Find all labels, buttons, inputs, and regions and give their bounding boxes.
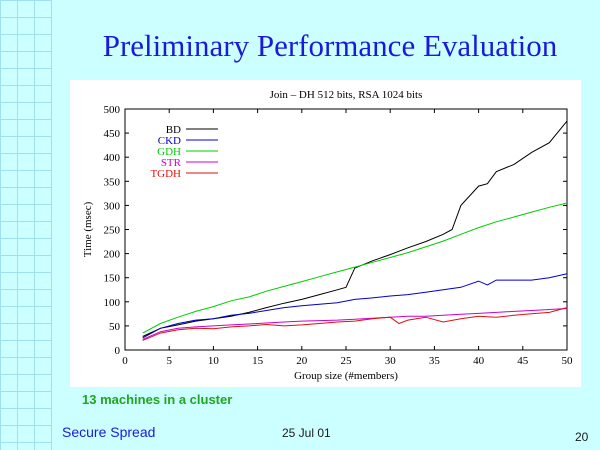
line-chart: Join – DH 512 bits, RSA 1024 bits 0 5 10 15 2… <box>82 89 574 382</box>
y-tick-label: 300 <box>104 200 121 212</box>
legend-label-ckd: CKD <box>158 135 181 147</box>
x-tick-label: 25 <box>341 355 353 367</box>
legend-label-bd: BD <box>166 124 181 136</box>
x-tick-label: 15 <box>252 355 264 367</box>
x-tick-label: 5 <box>166 355 172 367</box>
legend-label-str: STR <box>161 157 182 169</box>
y-tick-label: 350 <box>104 176 121 188</box>
decorative-grid-strip <box>0 0 52 450</box>
x-tick-label: 0 <box>122 355 128 367</box>
y-tick-label: 500 <box>104 104 121 116</box>
legend-label-gdh: GDH <box>157 146 181 158</box>
chart-caption: 13 machines in a cluster <box>82 392 233 407</box>
legend-label-tgdh: TGDH <box>150 168 181 180</box>
slide-title: Preliminary Performance Evaluation <box>102 28 558 63</box>
y-tick-label: 400 <box>104 152 121 164</box>
series-line-ckd <box>142 273 568 339</box>
y-tick-label: 200 <box>104 249 121 261</box>
series-line-gdh <box>142 202 568 334</box>
x-tick-label: 50 <box>562 355 574 367</box>
footer-date: 25 Jul 01 <box>282 426 331 440</box>
series-line-tgdh <box>142 307 568 341</box>
x-axis-label: Group size (#members) <box>294 370 398 382</box>
y-tick-label: 250 <box>104 225 121 237</box>
y-tick-label: 100 <box>104 297 121 309</box>
x-tick-label: 40 <box>473 355 485 367</box>
footer-presentation-name: Secure Spread <box>62 424 156 440</box>
x-tick-label: 45 <box>517 355 529 367</box>
plot-frame <box>124 108 568 351</box>
x-tick-label: 10 <box>208 355 220 367</box>
y-tick-label: 150 <box>104 273 121 285</box>
y-tick-label: 50 <box>109 321 121 333</box>
x-tick-label: 35 <box>429 355 441 367</box>
y-tick-label: 450 <box>104 128 121 140</box>
y-axis-label: Time (msec) <box>82 201 94 257</box>
x-tick-label: 20 <box>296 355 308 367</box>
y-tick-label: 0 <box>115 345 121 357</box>
chart-panel: Join – DH 512 bits, RSA 1024 bits 0 5 10 15 2… <box>70 80 581 387</box>
series-line-str <box>142 308 568 340</box>
series-line-bd <box>142 120 568 337</box>
chart-title: Join – DH 512 bits, RSA 1024 bits <box>270 89 423 101</box>
page-number: 20 <box>575 430 589 444</box>
x-tick-label: 30 <box>385 355 397 367</box>
